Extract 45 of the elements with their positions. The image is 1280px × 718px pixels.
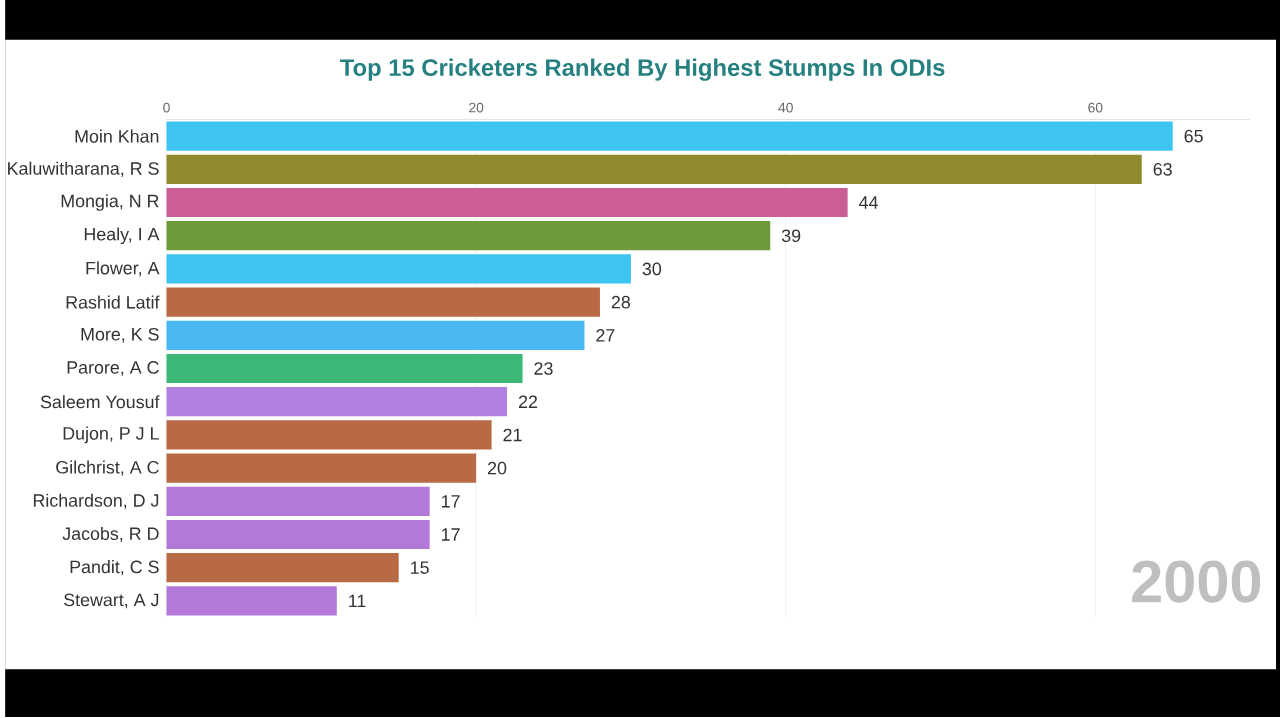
y-tick-label: Stewart, A J [64, 593, 159, 609]
bar [166, 520, 430, 550]
y-tick-label: Parore, A C [67, 361, 159, 377]
y-tick-label: Mongia, N R [61, 194, 159, 212]
data-label: 44 [859, 196, 878, 210]
bar [166, 221, 771, 251]
y-tick-label: Dujon, P J L [63, 427, 159, 444]
data-label: 11 [349, 595, 366, 608]
bar [166, 254, 631, 284]
y-tick-label: Jacobs, R D [62, 527, 159, 543]
chart-title: Top 15 Cricketers Ranked By Highest Stumps In ODIs [340, 59, 945, 82]
data-label: 23 [534, 362, 553, 376]
data-label: 27 [596, 329, 615, 342]
bar [166, 155, 1142, 185]
data-label: 17 [442, 528, 460, 542]
bar [166, 553, 399, 583]
y-tick-label: Gilchrist, A C [56, 460, 159, 477]
data-label: 21 [503, 429, 522, 442]
bar [166, 487, 430, 517]
annotation: 2000 [1132, 560, 1261, 604]
y-tick-label: Moin Khan [75, 129, 159, 144]
y-tick-label: Richardson, D J [33, 494, 159, 510]
bar [166, 586, 337, 616]
data-label: 30 [642, 263, 662, 276]
bar [166, 121, 1173, 152]
y-tick-label: Pandit, C S [70, 560, 159, 576]
data-label: 17 [442, 495, 460, 508]
y-tick-label: Flower, A [86, 261, 160, 277]
y-tick-label: Rashid Latif [66, 295, 160, 310]
data-label: 20 [488, 462, 507, 475]
y-tick-label: Healy, I A [84, 227, 160, 245]
y-tick-label: Saleem Yousuf [40, 395, 160, 409]
data-label: 28 [611, 296, 631, 309]
y-tick-label: More, K S [81, 328, 159, 344]
data-label: 39 [781, 229, 801, 243]
y-tick-label: Kaluwitharana, R S [8, 162, 159, 178]
bar [166, 387, 508, 417]
data-label: 15 [411, 561, 429, 575]
bar [166, 321, 585, 351]
data-label: 63 [1153, 163, 1172, 177]
bar [166, 354, 523, 384]
data-label: 22 [518, 395, 538, 409]
bar [166, 188, 848, 218]
data-label: 65 [1184, 130, 1203, 143]
bar [166, 287, 600, 318]
